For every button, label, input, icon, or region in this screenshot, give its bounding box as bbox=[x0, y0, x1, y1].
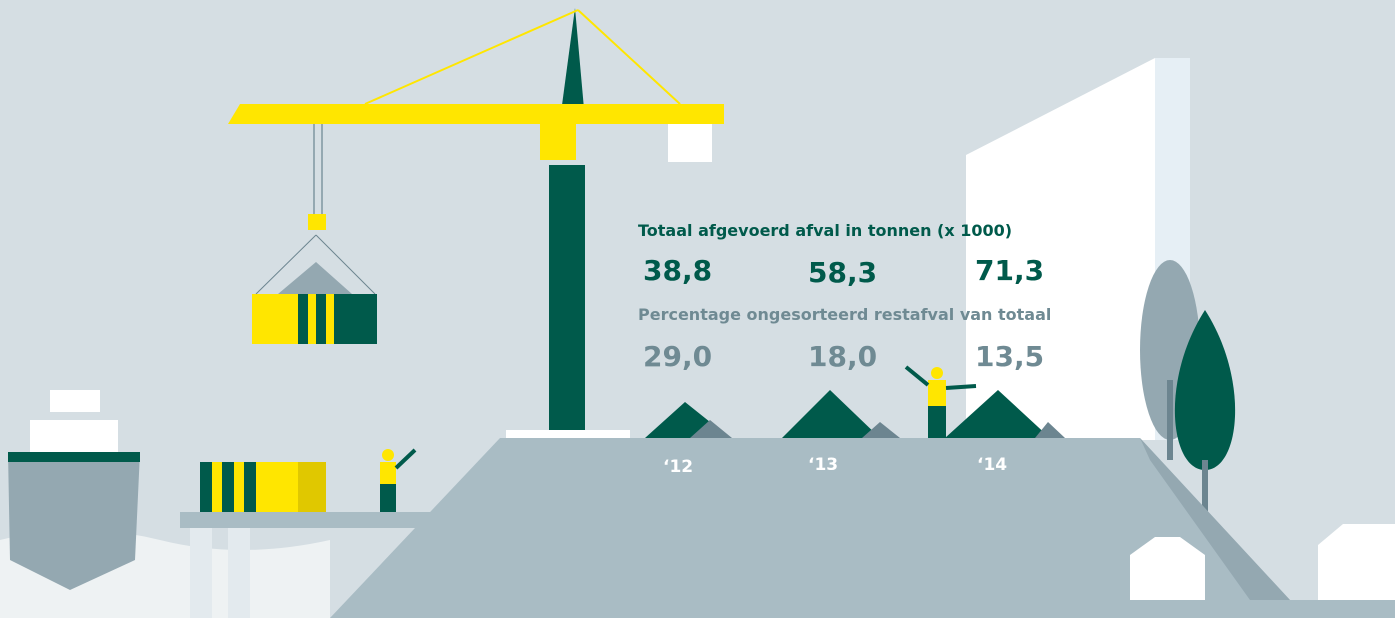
hook bbox=[308, 214, 326, 230]
ship-bridge bbox=[50, 390, 100, 412]
pier-leg bbox=[190, 528, 212, 618]
stripe bbox=[222, 462, 234, 512]
container-side bbox=[298, 462, 326, 512]
percentage-value: 18,0 bbox=[808, 340, 877, 373]
ship-cabin bbox=[30, 420, 118, 452]
tree-trunk bbox=[1167, 380, 1173, 460]
pier-leg bbox=[228, 528, 250, 618]
stripe bbox=[334, 294, 377, 344]
counterweight bbox=[668, 124, 712, 162]
crane-jib bbox=[228, 104, 724, 124]
pier bbox=[180, 512, 440, 528]
crane-mast bbox=[549, 165, 585, 430]
percentage-value: 29,0 bbox=[643, 340, 712, 373]
total-value: 58,3 bbox=[808, 256, 877, 289]
ship-deck bbox=[8, 452, 140, 462]
total-title: Totaal afgevoerd afval in tonnen (x 1000… bbox=[638, 221, 1012, 240]
crane-base bbox=[506, 430, 630, 438]
stripe bbox=[298, 294, 308, 344]
infographic: Totaal afgevoerd afval in tonnen (x 1000… bbox=[0, 0, 1395, 618]
stripe bbox=[244, 462, 256, 512]
total-value: 71,3 bbox=[975, 254, 1044, 287]
stripe bbox=[200, 462, 212, 512]
year-label: ‘13 bbox=[808, 455, 838, 475]
house bbox=[1318, 524, 1395, 600]
crane-cab bbox=[540, 120, 576, 160]
stripe bbox=[316, 294, 326, 344]
year-label: ‘14 bbox=[977, 455, 1007, 475]
percentage-title: Percentage ongesorteerd restafval van to… bbox=[638, 305, 1051, 324]
year-label: ‘12 bbox=[663, 457, 693, 477]
total-value: 38,8 bbox=[643, 254, 712, 287]
percentage-value: 13,5 bbox=[975, 340, 1044, 373]
